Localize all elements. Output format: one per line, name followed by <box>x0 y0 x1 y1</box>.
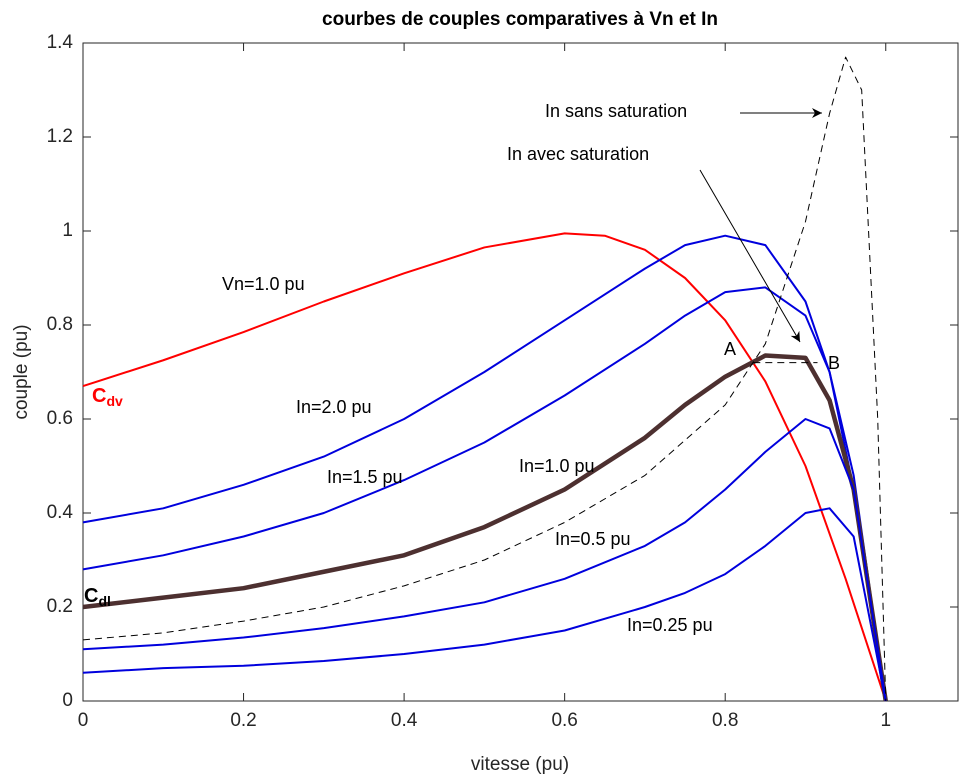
y-tick-label: 1.2 <box>47 126 73 147</box>
x-tick-label: 0.8 <box>712 710 738 731</box>
annotation: In avec saturation <box>507 144 649 164</box>
series-line <box>82 353 888 702</box>
annotation: A <box>724 339 736 359</box>
curve-label: Cdl <box>84 585 111 608</box>
series-line <box>82 232 887 702</box>
y-tick-label: 0.6 <box>47 408 73 429</box>
series-label: In=0.5 pu <box>555 529 631 549</box>
y-tick-label: 0 <box>62 690 73 711</box>
y-tick-label: 1.4 <box>47 32 74 53</box>
x-tick-label: 0.6 <box>551 710 577 731</box>
x-axis-label: vitesse (pu) <box>471 754 569 775</box>
curve-label-main: C <box>92 385 106 407</box>
curve-label-main: C <box>84 585 98 607</box>
series-label: Vn=1.0 pu <box>222 274 305 294</box>
curve-label-sub: dv <box>106 393 123 409</box>
annotation: B <box>828 353 840 373</box>
x-tick-label: 0.2 <box>230 710 256 731</box>
x-tick-label: 0.4 <box>391 710 418 731</box>
series-line <box>82 418 887 702</box>
y-tick-label: 1 <box>62 220 73 241</box>
y-tick-label: 0.4 <box>47 502 74 523</box>
series-line <box>82 286 887 702</box>
chart-title: courbes de couples comparatives à Vn et … <box>322 9 718 30</box>
series-line <box>82 507 887 702</box>
y-tick-label: 0.2 <box>47 596 73 617</box>
arrow <box>699 169 801 343</box>
curve-label-sub: dl <box>98 593 110 609</box>
series-label: In=2.0 pu <box>296 397 372 417</box>
series-line <box>82 234 887 702</box>
plot-area <box>82 42 959 702</box>
x-tick-label: 1 <box>880 710 891 731</box>
series-label: In=0.25 pu <box>627 615 713 635</box>
series-label: In=1.5 pu <box>327 467 403 487</box>
annotation: In sans saturation <box>545 101 687 121</box>
y-tick-label: 0.8 <box>47 314 73 335</box>
series-label: In=1.0 pu <box>519 456 595 476</box>
x-tick-label: 0 <box>78 710 89 731</box>
y-axis-label: couple (pu) <box>11 324 32 419</box>
curve-label: Cdv <box>92 385 123 408</box>
